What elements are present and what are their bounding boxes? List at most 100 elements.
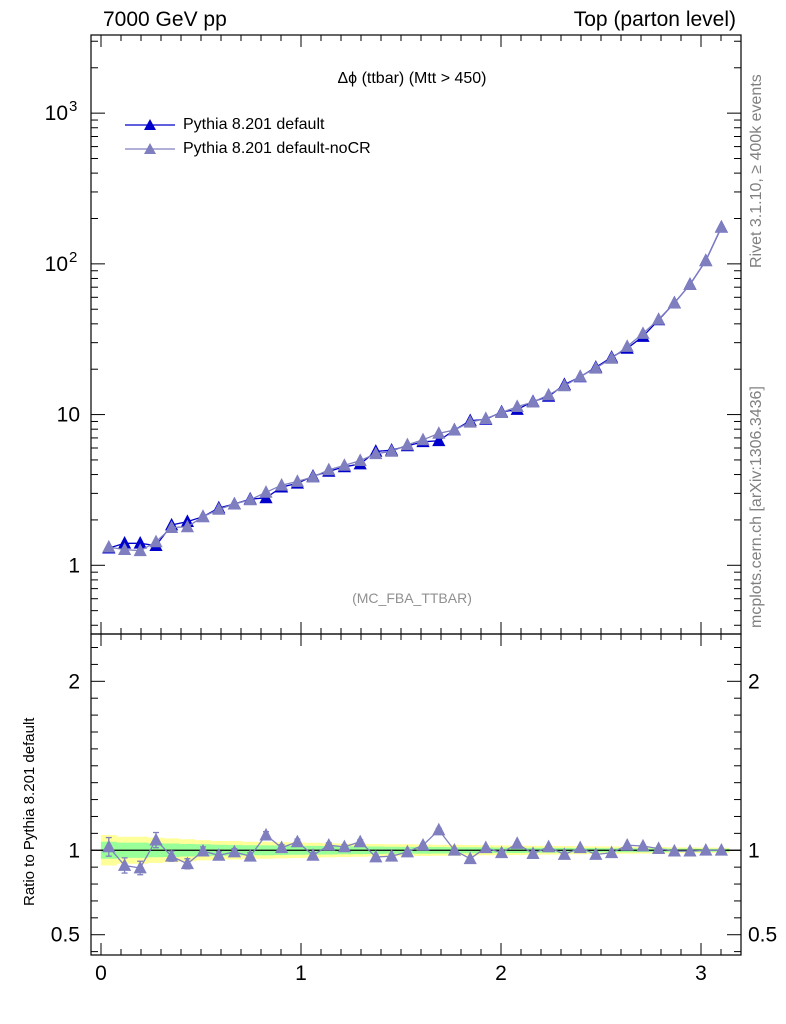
data-point-nocr (667, 295, 681, 309)
ratio-y-tick-label-right: 1 (748, 839, 760, 862)
ratio-point-nocr (243, 848, 257, 862)
data-point-nocr (369, 446, 383, 460)
ratio-point-nocr (557, 847, 571, 860)
data-point-nocr (416, 432, 430, 446)
ratio-point-nocr (290, 834, 304, 848)
legend-marker-nocr (125, 143, 175, 154)
ratio-point-nocr (495, 845, 509, 859)
legend-marker-default (125, 119, 175, 130)
data-point-nocr (432, 426, 446, 439)
data-point-nocr (306, 469, 320, 483)
data-point-nocr (243, 492, 257, 506)
data-point-nocr (259, 485, 273, 498)
ratio-point-nocr (385, 848, 399, 862)
mcplots-label: mcplots.cern.ch [arXiv:1306.3436] (748, 386, 765, 628)
data-point-nocr (165, 520, 179, 533)
ratio-point-nocr (102, 839, 116, 853)
x-tick-label: 3 (695, 962, 707, 985)
x-tick-label: 2 (495, 962, 507, 985)
data-point-nocr (180, 519, 194, 533)
data-point-default (118, 536, 132, 549)
ratio-plot-frame (90, 633, 742, 956)
data-point-nocr (479, 411, 493, 425)
ratio-point-nocr (605, 845, 619, 859)
ratio-point-nocr (212, 848, 226, 861)
ratio-line-nocr (108, 829, 722, 869)
data-point-nocr (118, 542, 132, 556)
ratio-point-nocr (542, 839, 556, 853)
series-line-default (108, 226, 722, 549)
ratio-point-nocr (667, 843, 681, 857)
ratio-point-nocr (353, 834, 367, 848)
data-point-nocr (149, 534, 163, 548)
ratio-point-nocr (463, 851, 477, 865)
data-point-nocr (495, 405, 509, 419)
ratio-point-nocr (165, 848, 179, 862)
header-right-label: Top (parton level) (573, 8, 736, 31)
data-point-nocr (196, 509, 210, 523)
ratio-point-nocr (447, 843, 461, 856)
header-left-label: 7000 GeV pp (103, 8, 227, 31)
ratio-y-tick-label: 2 (68, 670, 80, 693)
data-point-nocr (400, 437, 414, 451)
ratio-point-nocr (526, 846, 540, 860)
data-point-nocr (353, 453, 367, 466)
y-tick-label: 10 (45, 253, 68, 276)
data-point-nocr (275, 477, 289, 491)
data-point-nocr (714, 220, 728, 233)
legend-entry-default: Pythia 8.201 default (125, 113, 371, 137)
data-point-nocr (385, 444, 399, 457)
data-point-nocr (699, 253, 713, 267)
data-point-nocr (573, 369, 587, 382)
ratio-point-nocr (714, 843, 728, 856)
ratio-point-nocr (400, 844, 414, 858)
data-point-nocr (683, 277, 697, 291)
ratio-y-tick-label: 0.5 (51, 924, 80, 947)
data-point-nocr (526, 394, 540, 408)
chart-title: Δϕ (ttbar) (Mtt > 450) (337, 70, 487, 87)
ratio-point-nocr (652, 841, 666, 854)
series-line-nocr (108, 226, 722, 552)
ratio-y-tick-label: 1 (68, 839, 80, 862)
ratio-point-nocr (322, 837, 336, 851)
ratio-point-nocr (573, 840, 587, 854)
data-point-nocr (636, 326, 650, 339)
x-tick-label: 1 (295, 962, 307, 985)
ratio-point-nocr (416, 837, 430, 851)
data-point-nocr (290, 474, 304, 487)
data-point-nocr (620, 339, 634, 352)
ratio-point-nocr (227, 844, 241, 858)
data-point-nocr (337, 458, 351, 471)
legend: Pythia 8.201 default Pythia 8.201 defaul… (125, 113, 371, 161)
y-tick-label: 10 (57, 404, 80, 427)
ratio-point-nocr (636, 838, 650, 852)
ratio-point-nocr (275, 840, 289, 854)
ratio-axis-label: Ratio to Pythia 8.201 default (21, 717, 38, 906)
ratio-point-nocr (589, 847, 603, 860)
ratio-point-nocr (196, 843, 210, 857)
ratio-point-nocr (683, 843, 697, 857)
data-point-nocr (557, 378, 571, 392)
data-point-nocr (510, 399, 524, 412)
ratio-point-nocr (479, 840, 493, 854)
ratio-point-nocr (620, 837, 634, 851)
data-point-default (133, 536, 147, 549)
data-point-nocr (322, 462, 336, 476)
data-point-nocr (102, 539, 116, 553)
rivet-version-label: Rivet 3.1.10, ≥ 400k events (748, 74, 765, 268)
y-tick-label-exponent: 3 (69, 98, 77, 115)
ratio-point-nocr (149, 832, 163, 846)
data-point-nocr (605, 351, 619, 364)
data-point-nocr (227, 496, 241, 510)
ratio-point-nocr (510, 836, 524, 849)
ratio-point-nocr (259, 827, 273, 841)
ratio-point-nocr (432, 822, 446, 836)
y-tick-label: 10 (45, 102, 68, 125)
y-tick-label: 1 (68, 554, 80, 577)
data-point-nocr (447, 422, 461, 436)
data-point-nocr (589, 361, 603, 374)
data-point-nocr (212, 502, 226, 515)
ratio-point-nocr (337, 839, 351, 853)
legend-label-default: Pythia 8.201 default (183, 116, 325, 133)
